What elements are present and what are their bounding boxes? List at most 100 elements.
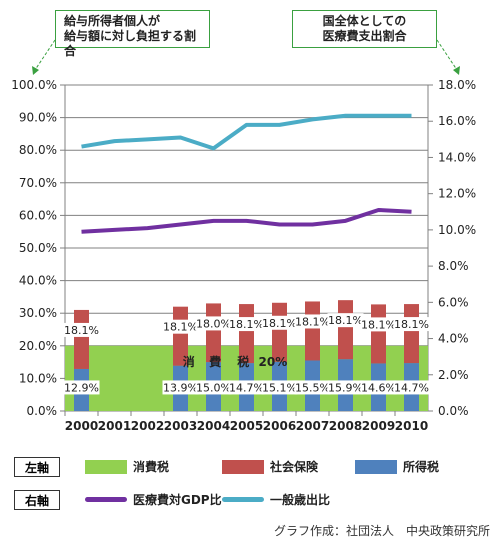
income-tax-data-label: 14.6% [361,381,396,394]
data-label-bg [393,380,430,395]
social-insurance-swatch [222,460,264,474]
consumption-tax-label: 消費税 [133,460,170,474]
x-category-label: 2010 [395,419,428,433]
data-label-bg [228,380,265,395]
data-label-bg [195,380,232,395]
left-tick-label: 100.0% [11,78,57,92]
data-label-bg [63,322,100,337]
x-category-label: 2004 [197,419,230,433]
consumption-tax-swatch [85,460,127,474]
income-tax-data-label: 15.0% [196,381,231,394]
data-label-bg [162,319,199,334]
consumption-tax-band-label: 税 [237,354,249,369]
left-axis-tag: 左軸 [14,457,60,477]
x-category-label: 2000 [65,419,98,433]
data-label-bg [261,315,298,330]
right-tick-label: 16.0% [438,114,476,128]
social-insurance-data-label: 18.0% [196,317,231,330]
x-category-label: 2001 [98,419,131,433]
right-tick-label: 6.0% [438,295,469,309]
left-tick-label: 50.0% [19,241,57,255]
left-callout-line2: 給与額に対し負担する割合 [64,29,197,58]
data-label-bg [327,313,364,328]
x-category-label: 2005 [230,419,263,433]
left-tick-label: 20.0% [19,339,57,353]
left-tick-label: 70.0% [19,176,57,190]
data-label-bg [195,316,232,331]
right-axis-tag: 右軸 [14,490,60,510]
data-label-bg [360,317,397,332]
right-callout-arrowhead [453,66,460,75]
left-tick-label: 80.0% [19,143,57,157]
data-label-bg [393,317,430,332]
social-insurance-bar [404,304,419,364]
social-insurance-label: 社会保険 [270,460,319,474]
income-tax-data-label: 13.9% [163,381,198,394]
consumption-tax-band-label: 20% [259,355,288,369]
right-callout-line1: 国全体としての [322,14,407,28]
medical-gdp-label: 医療費対GDP比 [133,493,222,507]
legend-right-axis: 右軸 医療費対GDP比 一般歳出比 [0,488,500,512]
data-label-bg [228,317,265,332]
left-tick-label: 0.0% [27,404,58,418]
left-tick-label: 90.0% [19,111,57,125]
social-insurance-data-label: 18.1% [64,324,99,337]
general-expenditure-label: 一般歳出比 [270,493,331,507]
right-tick-label: 8.0% [438,259,469,273]
social-insurance-bar [206,303,221,363]
left-callout-line1: 給与所得者個人が [64,14,161,28]
income-tax-label: 所得税 [403,460,440,474]
right-tick-label: 14.0% [438,150,476,164]
data-label-bg [294,380,331,395]
x-category-label: 2006 [263,419,296,433]
social-insurance-bar [272,302,287,362]
medical-gdp-swatch [85,497,127,502]
right-axis-callout: 国全体としての 医療費支出割合 [292,10,437,48]
income-tax-data-label: 14.7% [394,381,429,394]
legend-left-axis: 左軸 消費税 社会保険 所得税 [0,455,500,479]
x-category-label: 2003 [164,419,197,433]
data-label-bg [327,380,364,395]
consumption-tax-band-label: 費 [209,354,221,369]
social-insurance-bar [371,304,386,364]
general-expenditure-line [81,113,412,151]
social-insurance-data-label: 18.1% [328,314,363,327]
left-callout-arrowhead [32,66,39,75]
left-tick-label: 60.0% [19,208,57,222]
data-label-bg [261,380,298,395]
x-category-label: 2007 [296,419,329,433]
general-expenditure-swatch [222,497,264,502]
left-axis-callout: 給与所得者個人が 給与額に対し負担する割合 [55,10,210,58]
right-tick-label: 0.0% [438,404,469,418]
left-tick-label: 40.0% [19,274,57,288]
left-tick-label: 10.0% [19,371,57,385]
social-insurance-bar [74,309,89,369]
medical-gdp-line [81,207,412,234]
right-tick-label: 12.0% [438,187,476,201]
x-category-label: 2008 [329,419,362,433]
data-label-bg [63,380,100,395]
income-tax-data-label: 15.9% [328,381,363,394]
left-tick-label: 30.0% [19,306,57,320]
income-tax-swatch [355,460,397,474]
social-insurance-data-label: 18.1% [295,315,330,328]
consumption-tax-band-label: 消 [183,354,195,369]
social-insurance-data-label: 18.1% [394,318,429,331]
social-insurance-bar [338,300,353,360]
left-callout-arrow [34,39,56,71]
social-insurance-data-label: 18.1% [262,317,297,330]
right-callout-line2: 医療費支出割合 [322,29,407,43]
income-tax-data-label: 15.5% [295,381,330,394]
social-insurance-data-label: 18.1% [361,318,396,331]
right-callout-arrow [436,39,458,71]
right-tick-label: 18.0% [438,78,476,92]
social-insurance-data-label: 18.1% [229,318,264,331]
right-tick-label: 10.0% [438,223,476,237]
chart-credit: グラフ作成：社団法人 中央政策研究所 [273,524,490,538]
right-tick-label: 2.0% [438,368,469,382]
data-label-bg [294,314,331,329]
income-tax-data-label: 15.1% [262,381,297,394]
x-category-label: 2009 [362,419,395,433]
social-insurance-bar [305,301,320,361]
income-tax-data-label: 12.9% [64,381,99,394]
